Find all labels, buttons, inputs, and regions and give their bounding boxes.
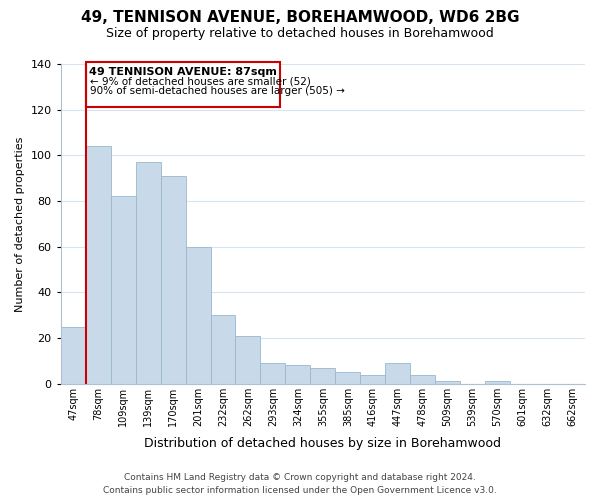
Bar (86, 146, 110, 384)
Bar (61, 326, 86, 384)
Bar (286, 366, 310, 384)
Bar (211, 315, 235, 384)
Bar (86, 62, 280, 108)
Bar (161, 176, 185, 384)
Bar (385, 363, 410, 384)
Text: Contains HM Land Registry data © Crown copyright and database right 2024.
Contai: Contains HM Land Registry data © Crown c… (103, 473, 497, 495)
Y-axis label: Number of detached properties: Number of detached properties (15, 136, 25, 312)
Bar (335, 372, 361, 384)
Text: 49 TENNISON AVENUE: 87sqm: 49 TENNISON AVENUE: 87sqm (89, 68, 277, 78)
Text: 49, TENNISON AVENUE, BOREHAMWOOD, WD6 2BG: 49, TENNISON AVENUE, BOREHAMWOOD, WD6 2B… (81, 10, 519, 25)
Bar (136, 162, 161, 384)
Bar (260, 363, 286, 384)
Text: 90% of semi-detached houses are larger (505) →: 90% of semi-detached houses are larger (… (90, 86, 345, 96)
Bar (485, 382, 510, 384)
Text: ← 9% of detached houses are smaller (52): ← 9% of detached houses are smaller (52) (90, 76, 311, 86)
Text: Size of property relative to detached houses in Borehamwood: Size of property relative to detached ho… (106, 28, 494, 40)
Bar (185, 246, 211, 384)
X-axis label: Distribution of detached houses by size in Borehamwood: Distribution of detached houses by size … (145, 437, 502, 450)
Bar (410, 374, 435, 384)
Bar (110, 196, 136, 384)
Bar (310, 368, 335, 384)
Bar (435, 382, 460, 384)
Bar (361, 374, 385, 384)
Bar (235, 336, 260, 384)
